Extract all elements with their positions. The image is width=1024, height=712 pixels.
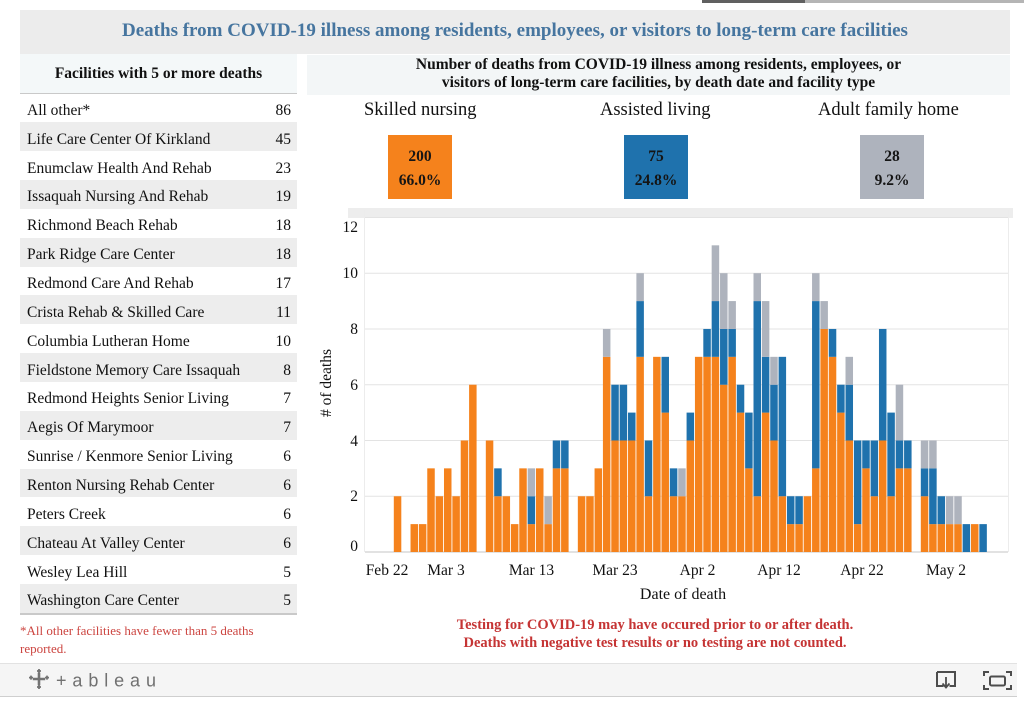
svg-text:+ableau: +ableau <box>56 671 162 691</box>
